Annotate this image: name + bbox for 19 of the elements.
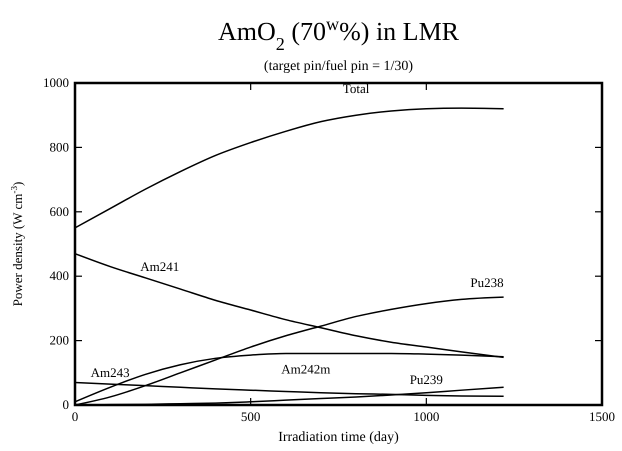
x-tick-label: 500 <box>240 409 260 424</box>
y-tick-label: 1000 <box>43 75 69 90</box>
y-tick-label: 0 <box>62 397 69 412</box>
x-tick-label: 0 <box>72 409 78 424</box>
x-tick-label: 1500 <box>589 409 615 424</box>
series-label: Total <box>342 81 370 96</box>
x-tick-label: 1000 <box>413 409 440 424</box>
y-tick-label: 800 <box>50 139 69 154</box>
x-axis-title: Irradiation time (day) <box>278 430 400 445</box>
series-label: Pu238 <box>470 275 504 290</box>
series-label: Am243 <box>90 365 130 380</box>
chart-title: AmO$_{2}$ (70$^{w}$%) in LMR <box>218 14 460 54</box>
series-label: Pu239 <box>410 372 443 387</box>
y-tick-label: 400 <box>50 268 69 284</box>
series-label: Am241 <box>140 258 180 274</box>
y-tick-label: 600 <box>50 204 69 219</box>
y-tick-label: 200 <box>50 332 69 348</box>
chart-subtitle: (target pin/fuel pin = 1/30) <box>264 59 414 74</box>
series-label: Am242m <box>281 361 330 376</box>
